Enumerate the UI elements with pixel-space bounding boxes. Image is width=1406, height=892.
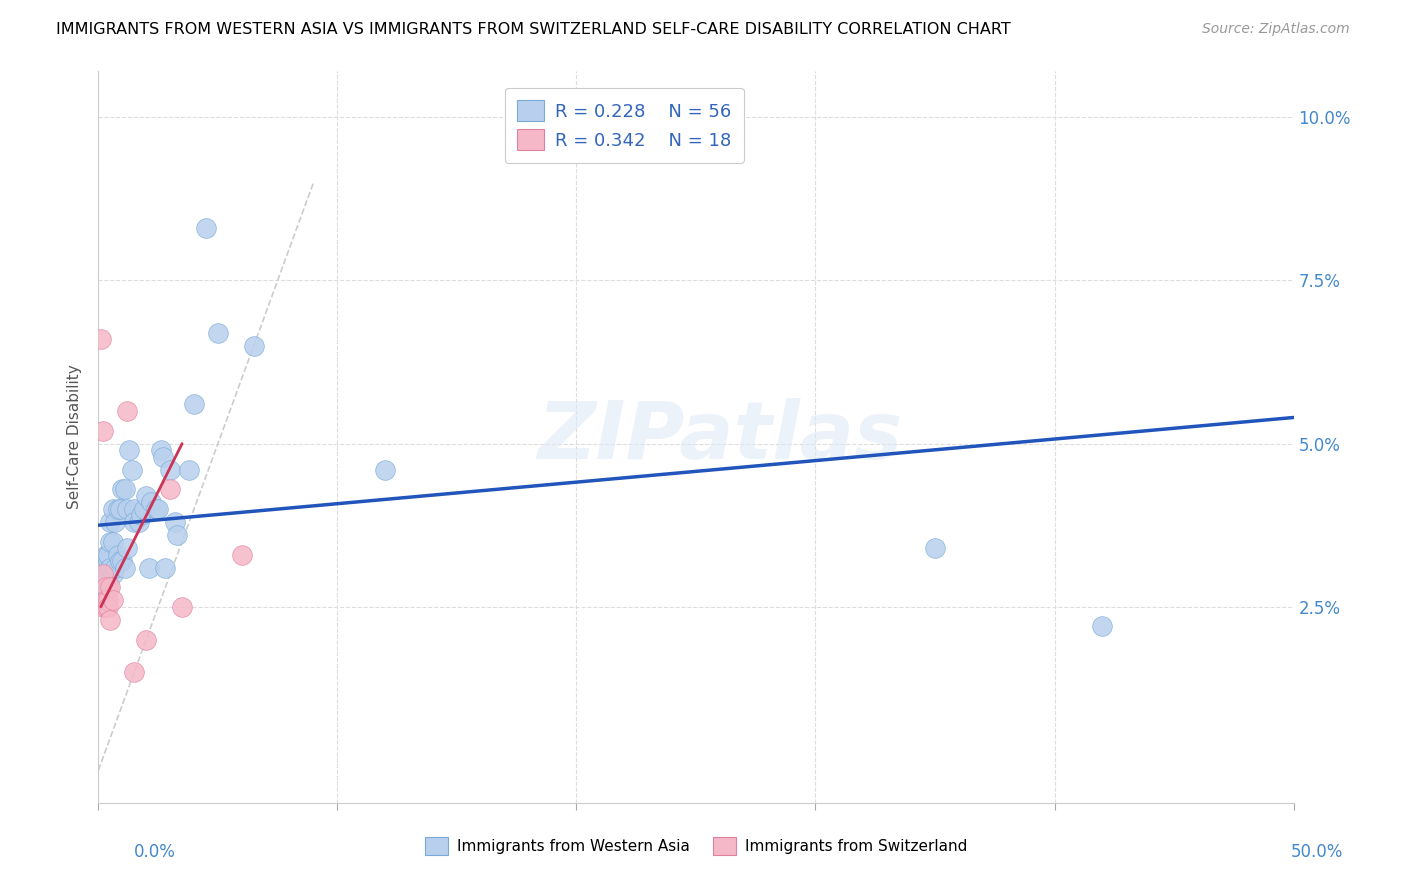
Point xyxy=(104,560,127,574)
Point xyxy=(138,560,160,574)
Point xyxy=(924,541,946,555)
Point xyxy=(101,567,124,582)
Legend: Immigrants from Western Asia, Immigrants from Switzerland: Immigrants from Western Asia, Immigrants… xyxy=(419,831,973,861)
Point xyxy=(155,560,177,574)
Point xyxy=(97,580,120,594)
Y-axis label: Self-Care Disability: Self-Care Disability xyxy=(67,365,83,509)
Point xyxy=(98,515,122,529)
Point xyxy=(91,424,114,438)
Point xyxy=(118,443,141,458)
Point xyxy=(374,463,396,477)
Point xyxy=(114,483,136,497)
Point xyxy=(124,665,146,680)
Point xyxy=(114,560,136,574)
Point xyxy=(98,580,122,594)
Text: 0.0%: 0.0% xyxy=(134,843,176,861)
Point xyxy=(135,489,157,503)
Point xyxy=(207,326,229,340)
Point xyxy=(243,338,266,352)
Text: IMMIGRANTS FROM WESTERN ASIA VS IMMIGRANTS FROM SWITZERLAND SELF-CARE DISABILITY: IMMIGRANTS FROM WESTERN ASIA VS IMMIGRAN… xyxy=(56,22,1011,37)
Point xyxy=(115,502,138,516)
Point xyxy=(90,332,112,346)
Point xyxy=(98,560,122,574)
Point xyxy=(132,502,155,516)
Point xyxy=(107,548,129,562)
Point xyxy=(98,534,122,549)
Point xyxy=(101,593,124,607)
Point xyxy=(97,567,120,582)
Point xyxy=(94,567,117,582)
Point xyxy=(97,548,120,562)
Point xyxy=(148,502,170,516)
Point xyxy=(172,599,194,614)
Point xyxy=(108,554,131,568)
Point xyxy=(183,397,205,411)
Point xyxy=(97,599,120,614)
Point xyxy=(90,567,112,582)
Point xyxy=(107,502,129,516)
Point xyxy=(97,593,120,607)
Point xyxy=(159,483,181,497)
Point xyxy=(91,554,114,568)
Point xyxy=(135,632,157,647)
Point xyxy=(94,593,117,607)
Point xyxy=(98,613,122,627)
Point xyxy=(163,515,186,529)
Point xyxy=(104,515,127,529)
Point xyxy=(91,560,114,574)
Point xyxy=(94,574,117,588)
Point xyxy=(101,534,124,549)
Point xyxy=(145,502,167,516)
Point xyxy=(111,554,134,568)
Point xyxy=(91,567,114,582)
Point xyxy=(101,502,124,516)
Point xyxy=(124,502,146,516)
Point xyxy=(94,580,117,594)
Text: ZIPatlas: ZIPatlas xyxy=(537,398,903,476)
Text: 50.0%: 50.0% xyxy=(1291,843,1343,861)
Point xyxy=(1091,619,1114,633)
Point xyxy=(115,541,138,555)
Point xyxy=(90,580,112,594)
Point xyxy=(97,554,120,568)
Point xyxy=(139,495,162,509)
Point xyxy=(91,587,114,601)
Text: Source: ZipAtlas.com: Source: ZipAtlas.com xyxy=(1202,22,1350,37)
Point xyxy=(108,502,131,516)
Point xyxy=(179,463,201,477)
Point xyxy=(115,404,138,418)
Point xyxy=(159,463,181,477)
Point xyxy=(195,221,218,235)
Point xyxy=(94,599,117,614)
Point xyxy=(124,515,146,529)
Point xyxy=(131,508,153,523)
Point xyxy=(121,463,143,477)
Point xyxy=(149,443,172,458)
Point xyxy=(166,528,188,542)
Point xyxy=(111,483,134,497)
Point xyxy=(231,548,253,562)
Point xyxy=(128,515,150,529)
Point xyxy=(94,548,117,562)
Point xyxy=(152,450,174,464)
Point xyxy=(91,599,114,614)
